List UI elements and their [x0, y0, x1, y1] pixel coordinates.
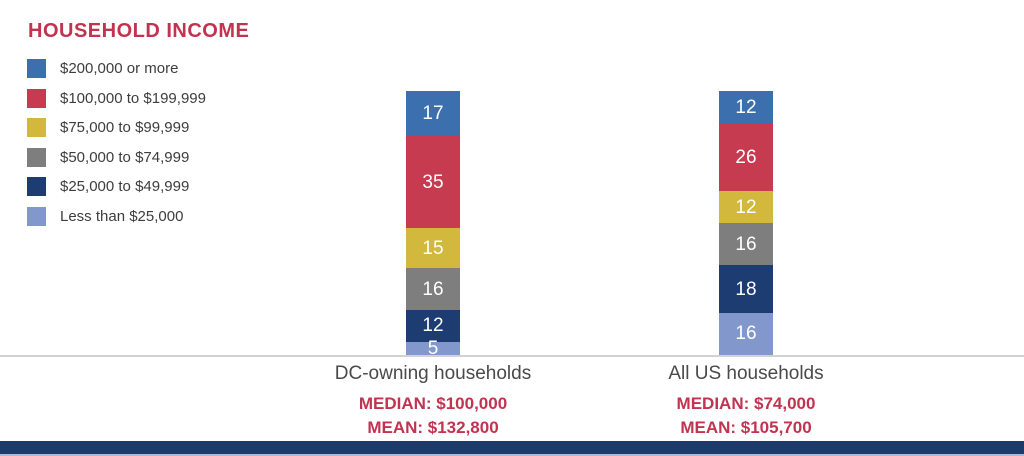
legend-swatch	[27, 59, 46, 79]
legend-label: $100,000 to $199,999	[60, 89, 206, 107]
legend-label: $25,000 to $49,999	[60, 178, 190, 196]
legend-swatch	[27, 88, 46, 108]
bar-segment: 16	[406, 267, 460, 311]
bar-value-label: 35	[422, 171, 444, 193]
bar-column: 12 26 12 16 18 16	[719, 91, 773, 355]
bar-segment: 26	[719, 122, 773, 192]
bar-value-label: 12	[735, 196, 757, 218]
bar-segment: 5	[406, 337, 460, 359]
legend-item: $50,000 to $74,999	[27, 143, 206, 173]
footer-accent-bar	[0, 441, 1024, 454]
legend-item: $75,000 to $99,999	[27, 113, 206, 143]
bar-segment: 12	[719, 91, 773, 123]
mean-stat: MEAN: $105,700	[680, 418, 812, 437]
bar-value-label: 5	[427, 337, 439, 359]
category-label: All US households	[668, 363, 824, 384]
median-stat: MEDIAN: $100,000	[358, 394, 508, 413]
bar-value-label: 17	[422, 103, 444, 124]
bar-segment: 12	[719, 191, 773, 224]
bar-segment: 18	[719, 265, 773, 313]
footer-accent-edge	[0, 454, 1024, 456]
x-axis-line	[0, 355, 1024, 357]
legend-item: $100,000 to $199,999	[27, 84, 206, 114]
mean-stat: MEAN: $132,800	[367, 418, 499, 437]
bar-segment: 17	[406, 91, 460, 136]
bar-segment: 35	[406, 135, 460, 229]
bar-segment: 16	[719, 312, 773, 355]
legend-swatch	[27, 177, 46, 197]
category-label: DC-owning households	[334, 363, 532, 384]
bar-value-label: 18	[735, 278, 757, 300]
bar-value-label: 16	[735, 323, 757, 345]
caption-dc-owning: DC-owning households MEDIAN: $100,000 ME…	[263, 363, 603, 442]
legend-label: $200,000 or more	[60, 60, 179, 78]
legend-label: $50,000 to $74,999	[60, 148, 190, 166]
bar-value-label: 12	[735, 96, 757, 118]
bar-value-label: 16	[735, 233, 757, 255]
legend-label: $75,000 to $99,999	[60, 119, 190, 137]
median-stat: MEDIAN: $74,000	[676, 394, 816, 413]
legend: $200,000 or more $100,000 to $199,999 $75,…	[27, 54, 206, 231]
caption-all-us: All US households MEDIAN: $74,000 MEAN: …	[576, 363, 916, 442]
legend-swatch	[27, 147, 46, 167]
chart-title: HOUSEHOLD INCOME	[28, 20, 250, 42]
bar-value-label: 16	[422, 278, 444, 300]
legend-swatch	[27, 206, 46, 226]
bar-segment: 15	[406, 228, 460, 268]
legend-item: Less than $25,000	[27, 202, 206, 232]
bar-value-label: 26	[735, 146, 757, 168]
bar-column: 17 35 15 16 12 5	[406, 91, 460, 359]
bar-segment: 16	[719, 223, 773, 266]
legend-swatch	[27, 118, 46, 138]
bar-segment: 12	[406, 310, 460, 342]
legend-label: Less than $25,000	[60, 207, 184, 225]
bar-value-label: 15	[422, 237, 444, 259]
bar-value-label: 12	[422, 315, 444, 337]
legend-item: $200,000 or more	[27, 54, 206, 84]
legend-item: $25,000 to $49,999	[27, 172, 206, 202]
